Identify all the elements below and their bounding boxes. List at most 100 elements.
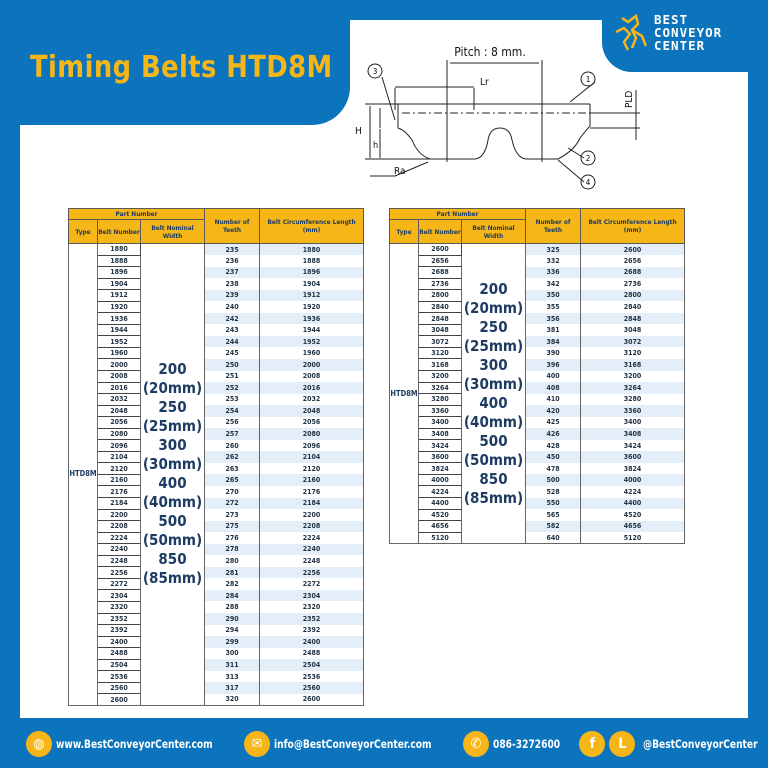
belt-number-cell: 3264 xyxy=(418,381,462,395)
length-cell: 2840 xyxy=(580,301,686,313)
length-cell: 2224 xyxy=(259,532,365,544)
teeth-cell: 276 xyxy=(204,532,261,544)
length-cell: 2600 xyxy=(580,243,686,256)
belt-number-cell: 2032 xyxy=(97,393,141,406)
width-option: 400 xyxy=(479,393,508,412)
length-cell: 2488 xyxy=(259,647,365,660)
belt-number-cell: 1912 xyxy=(97,289,141,302)
teeth-cell: 317 xyxy=(204,682,261,694)
belt-profile-diagram: Pitch : 8 mm. Lr PLD H h Ra 3 1 2 4 xyxy=(355,45,640,190)
teeth-cell: 350 xyxy=(525,289,582,302)
table-row: 3280 410 3280 xyxy=(390,393,686,406)
globe-icon: ◍ xyxy=(26,731,52,757)
table-row: 3824 478 3824 xyxy=(390,462,686,475)
table-row: 2160 265 2160 xyxy=(69,473,365,487)
email-link[interactable]: info@BestConveyorCenter.com xyxy=(274,737,432,751)
teeth-cell: 240 xyxy=(204,301,261,313)
teeth-cell: 356 xyxy=(525,312,582,325)
table-row: 2600 320 2600 xyxy=(69,693,365,706)
length-cell: 2304 xyxy=(259,589,365,602)
website-link[interactable]: www.BestConveyorCenter.com xyxy=(56,737,213,751)
length-cell: 2240 xyxy=(259,543,365,556)
table-row: 2080 257 2080 xyxy=(69,427,365,441)
table-row: 4400 550 4400 xyxy=(390,497,686,510)
header-length: Belt Circumference Length (mm) xyxy=(580,208,686,244)
teeth-cell: 640 xyxy=(525,532,582,545)
width-option: (85mm) xyxy=(463,488,524,507)
table-row: 3408 426 3408 xyxy=(390,427,686,441)
table-row: 2176 270 2176 xyxy=(69,485,365,499)
teeth-cell: 336 xyxy=(525,266,582,279)
length-cell: 2056 xyxy=(259,416,365,429)
length-cell: 3408 xyxy=(580,428,686,440)
teeth-cell: 528 xyxy=(525,485,582,498)
belt-number-cell: 2056 xyxy=(97,416,141,429)
header-type: Type xyxy=(68,219,98,244)
width-option: 400 xyxy=(158,474,187,493)
table-row: 3200 400 3200 xyxy=(390,370,686,383)
teeth-cell: 263 xyxy=(204,462,261,475)
belt-number-cell: 2840 xyxy=(418,300,462,314)
belt-number-cell: 2000 xyxy=(97,358,141,371)
length-cell: 1888 xyxy=(259,255,365,267)
length-cell: 4520 xyxy=(580,509,686,521)
belt-number-cell: 2504 xyxy=(97,658,141,672)
teeth-cell: 273 xyxy=(204,509,261,521)
table-row: 2488 300 2488 xyxy=(69,647,365,660)
pld-label: PLD xyxy=(624,91,635,108)
table-row: 2104 262 2104 xyxy=(69,450,365,464)
teeth-cell: 299 xyxy=(204,636,261,648)
teeth-cell: 284 xyxy=(204,589,261,602)
table-row: 2320 288 2320 xyxy=(69,600,365,614)
table-row: 2016 252 2016 xyxy=(69,381,365,395)
teeth-cell: 281 xyxy=(204,566,261,579)
table-row: 3600 450 3600 xyxy=(390,450,686,464)
table-row: 2000 250 2000 xyxy=(69,358,365,371)
teeth-cell: 239 xyxy=(204,289,261,302)
teeth-cell: 270 xyxy=(204,485,261,498)
belt-number-cell: 2320 xyxy=(97,600,141,614)
teeth-cell: 426 xyxy=(525,428,582,440)
length-cell: 4400 xyxy=(580,497,686,510)
facebook-icon[interactable]: f xyxy=(579,731,606,757)
belt-number-cell: 1960 xyxy=(97,346,141,360)
table-row: 2352 290 2352 xyxy=(69,612,365,626)
table-row: 2656 332 2656 xyxy=(390,254,686,268)
length-cell: 2320 xyxy=(259,601,365,613)
length-cell: 2256 xyxy=(259,566,365,579)
teeth-cell: 288 xyxy=(204,601,261,613)
width-option: 850 xyxy=(479,469,508,488)
belt-number-cell: 3360 xyxy=(418,404,462,418)
table-row: 2184 272 2184 xyxy=(69,497,365,510)
width-option: 500 xyxy=(158,512,187,531)
table-row: HTD8M 1880 200 (20mm) 250 (25mm) 300 (30mm) 400(… xyxy=(68,243,365,706)
teeth-cell: 408 xyxy=(525,382,582,394)
table-row: 3400 425 3400 xyxy=(390,416,686,429)
table-row: 2048 254 2048 xyxy=(69,404,365,418)
length-cell: 1920 xyxy=(259,301,365,313)
length-cell: 1912 xyxy=(259,289,365,302)
social-handle[interactable]: @BestConveyorCenter xyxy=(643,737,758,751)
length-cell: 2096 xyxy=(259,439,365,452)
teeth-cell: 235 xyxy=(204,243,261,256)
callout-4: 4 xyxy=(586,178,591,187)
line-icon[interactable]: L xyxy=(609,731,636,757)
table-row: 1912 239 1912 xyxy=(69,289,365,302)
belt-number-cell: 2240 xyxy=(97,543,141,556)
width-option: (30mm) xyxy=(142,455,203,474)
table-row: 1904 238 1904 xyxy=(69,277,365,291)
length-cell: 3168 xyxy=(580,358,686,371)
length-cell: 2400 xyxy=(259,636,365,648)
table-row: 2096 260 2096 xyxy=(69,439,365,452)
belt-number-cell: 3424 xyxy=(418,439,462,452)
belt-number-cell: 2400 xyxy=(97,635,141,649)
teeth-cell: 236 xyxy=(204,255,261,267)
belt-number-cell: 2208 xyxy=(97,520,141,533)
belt-number-cell: 1880 xyxy=(97,243,141,256)
phone-number[interactable]: 086-3272600 xyxy=(493,737,561,751)
header-nominal-width: Belt Nominal Width xyxy=(460,219,527,244)
belt-number-cell: 2488 xyxy=(97,647,141,660)
table-row: 2120 263 2120 xyxy=(69,462,365,475)
teeth-cell: 265 xyxy=(204,474,261,486)
table-row: 4656 582 4656 xyxy=(390,520,686,533)
